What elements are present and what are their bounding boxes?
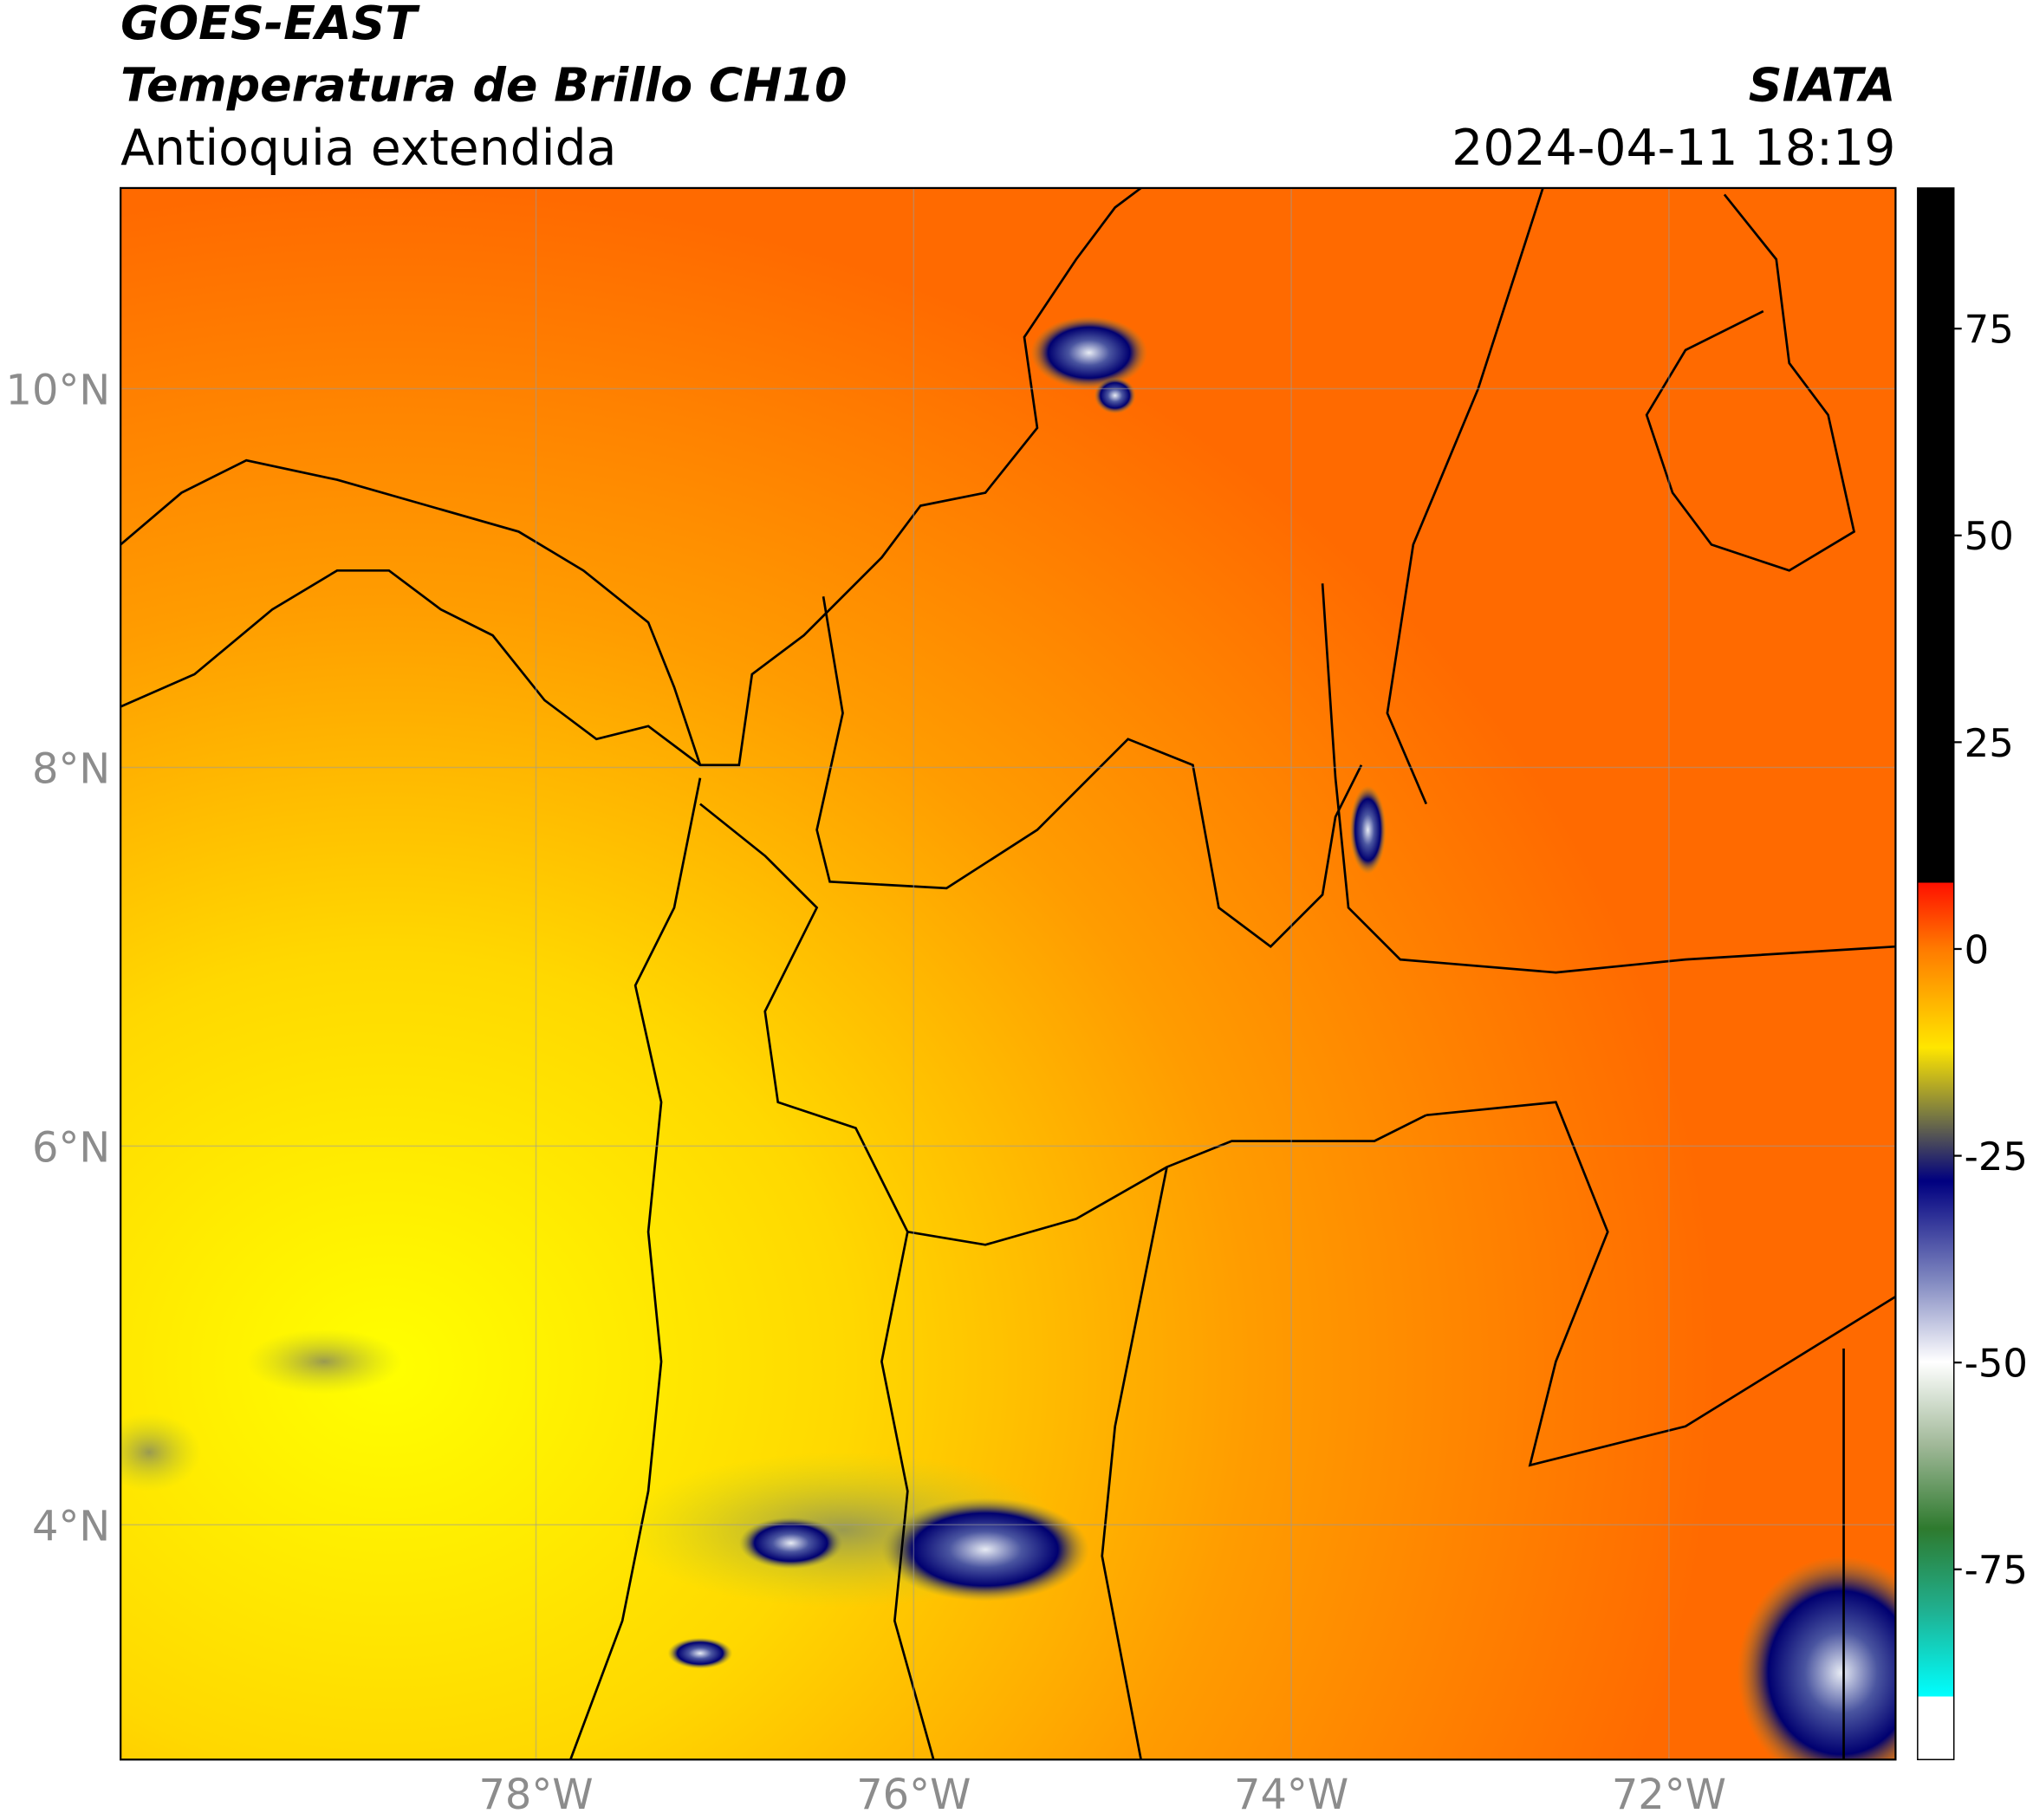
y-tick-label: 10°N xyxy=(6,367,111,414)
coastline xyxy=(569,777,702,1760)
x-tick-label: 72°W xyxy=(1612,1771,1726,1819)
storm-cell xyxy=(1737,1556,1896,1760)
coastline xyxy=(120,458,702,766)
x-tick-label: 76°W xyxy=(856,1771,971,1819)
graticule xyxy=(120,187,1896,1760)
y-tick-label: 4°N xyxy=(32,1503,110,1550)
storm-cell xyxy=(881,1498,1089,1602)
coastline xyxy=(1645,193,1856,572)
product-title: Temperatura de Brillo CH10 xyxy=(120,58,847,113)
admin-border xyxy=(815,596,1363,948)
coastline xyxy=(120,187,1142,767)
storm-cell xyxy=(1349,785,1387,874)
colorbar-tick-label: 25 xyxy=(1965,720,2014,766)
map-frame xyxy=(120,186,1897,1761)
x-tick-label: 74°W xyxy=(1234,1771,1348,1819)
map-image xyxy=(120,187,1896,1760)
timestamp: 2024-04-11 18:19 xyxy=(1452,120,1895,177)
colorbar-tick-label: 75 xyxy=(1965,307,2014,353)
colorbar-tick-label: -50 xyxy=(1965,1341,2028,1387)
colorbar-tick-label: 50 xyxy=(1965,513,2014,559)
cloud xyxy=(120,1413,201,1492)
colorbar-tick-label: -25 xyxy=(1965,1134,2028,1180)
x-tick-label: 78°W xyxy=(478,1771,593,1819)
storm-cell xyxy=(1030,316,1148,389)
y-tick-label: 6°N xyxy=(32,1124,110,1172)
admin-border xyxy=(1386,187,1544,805)
borders xyxy=(120,187,1896,1760)
source-label: SIATA xyxy=(1749,58,1896,113)
region-subtitle: Antioquia extendida xyxy=(120,120,616,177)
y-tick-label: 8°N xyxy=(32,745,110,793)
colorbar-tick-label: 0 xyxy=(1965,926,1990,972)
storm-cell xyxy=(738,1517,843,1570)
storm-cell xyxy=(1094,377,1136,414)
admin-border xyxy=(880,1232,935,1760)
admin-border xyxy=(1101,1167,1168,1760)
storm-cell xyxy=(667,1637,733,1669)
admin-border xyxy=(1426,1101,1896,1467)
admin-border xyxy=(1321,583,1896,974)
cloud xyxy=(246,1329,402,1394)
colorbar xyxy=(1917,187,1955,1761)
colorbar-tick-label: -75 xyxy=(1965,1547,2028,1593)
satellite-title: GOES-EAST xyxy=(120,0,420,50)
